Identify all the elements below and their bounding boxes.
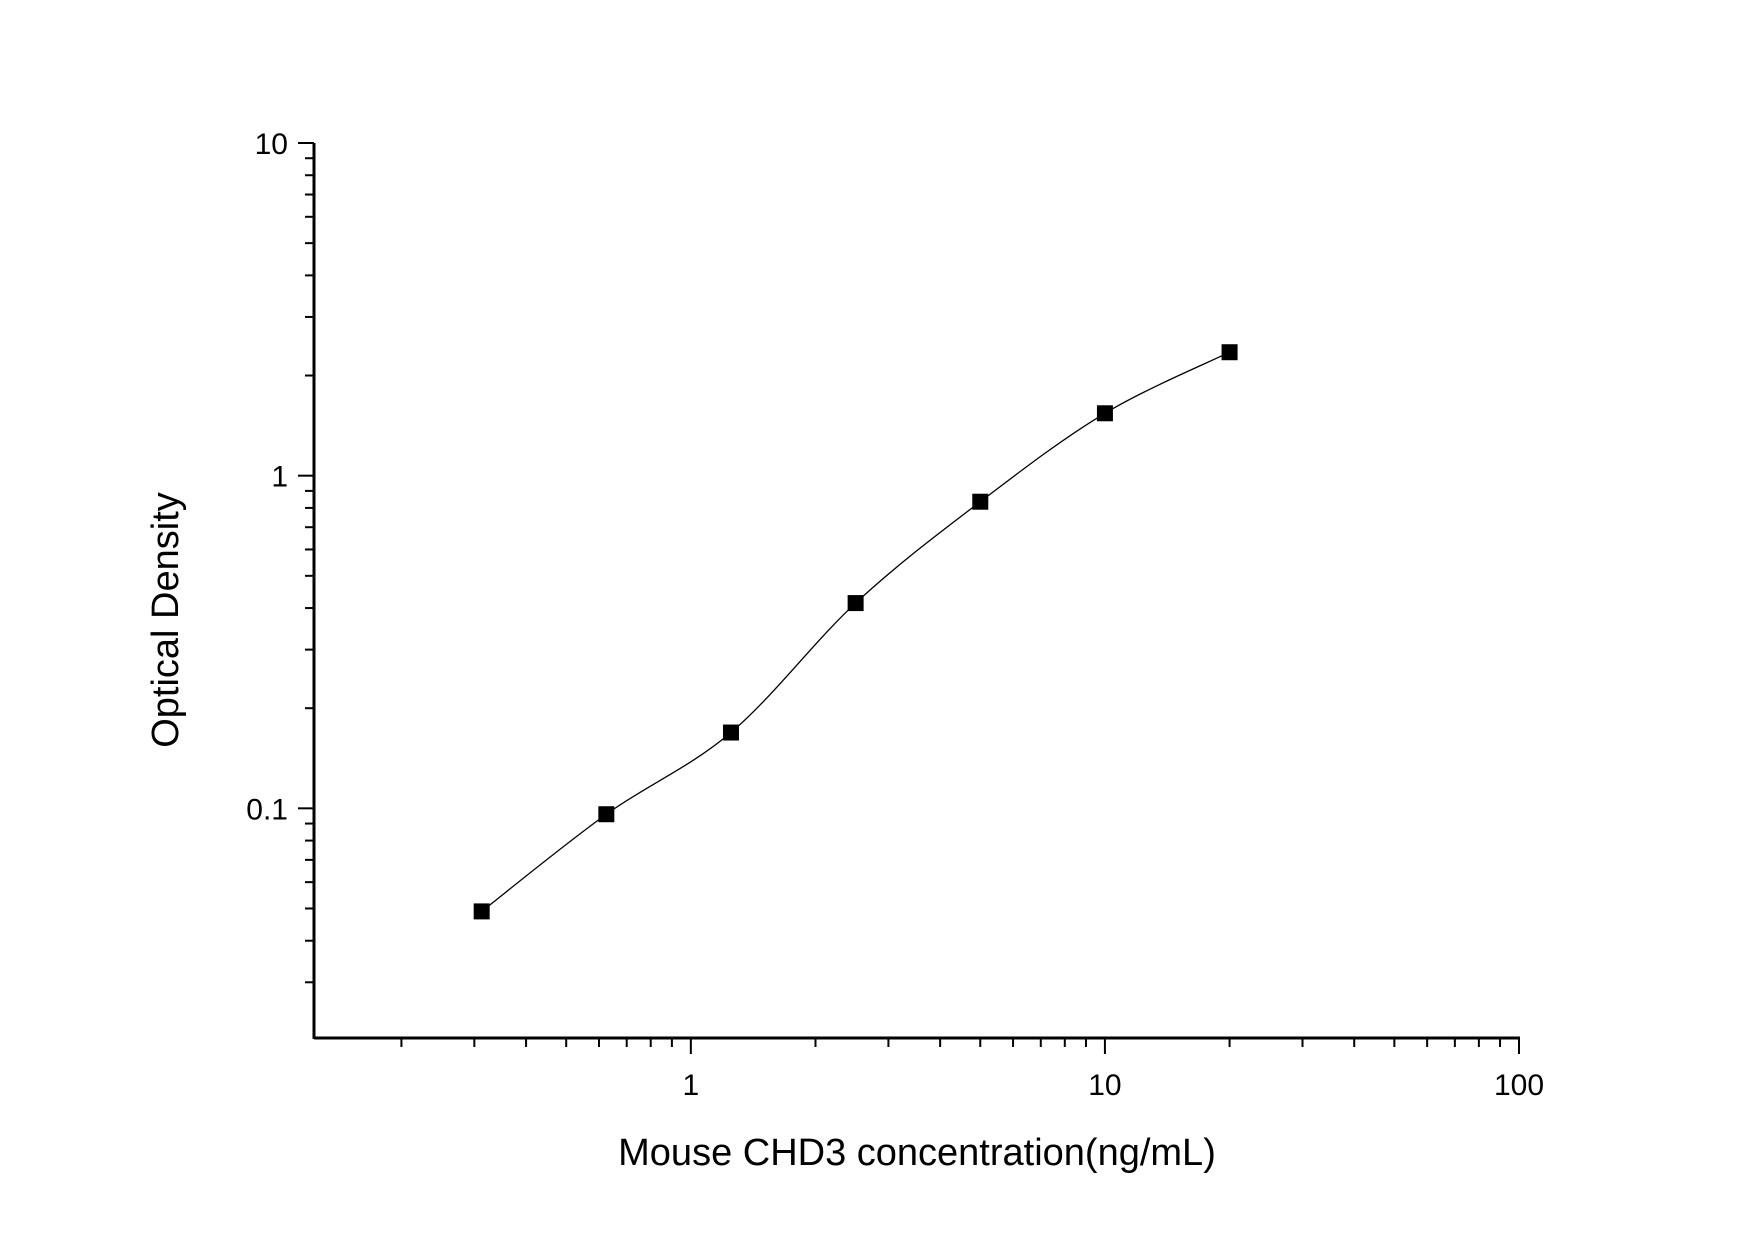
data-points <box>473 344 1238 920</box>
y-axis-title: Optical Density <box>145 492 187 748</box>
data-point <box>972 493 989 510</box>
x-tick-label: 1 <box>683 1069 700 1102</box>
x-axis-title: Mouse CHD3 concentration(ng/mL) <box>618 1132 1216 1174</box>
data-point <box>1096 405 1113 422</box>
x-tick-label: 100 <box>1494 1069 1544 1102</box>
fit-curve <box>481 351 1230 912</box>
data-point <box>722 724 739 741</box>
x-tick-label: 10 <box>1088 1069 1121 1102</box>
data-point <box>473 903 490 920</box>
y-tick-label: 10 <box>255 128 288 161</box>
data-point <box>598 806 615 823</box>
data-point <box>847 595 864 612</box>
ticks: 1 10 100 0.1 1 10 <box>246 128 1544 1102</box>
y-tick-label: 1 <box>271 461 288 494</box>
axes <box>312 143 1520 1040</box>
y-tick-label: 0.1 <box>246 793 288 826</box>
data-point <box>1221 344 1238 361</box>
